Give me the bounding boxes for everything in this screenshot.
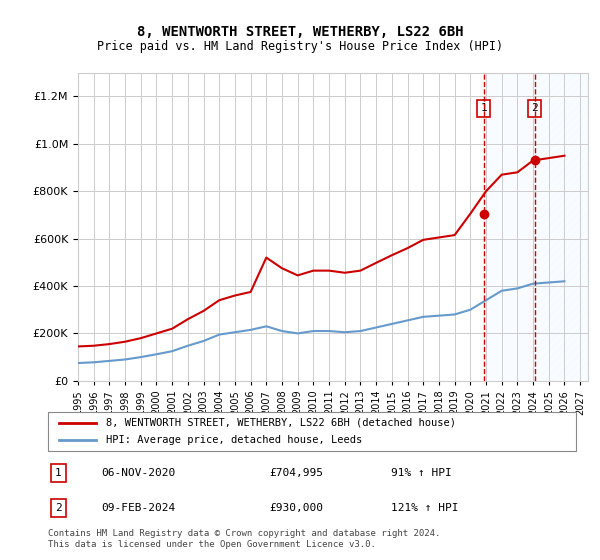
Text: £704,995: £704,995 (270, 468, 324, 478)
Text: 1: 1 (480, 104, 487, 113)
Bar (484, 73, 535, 381)
Text: 8, WENTWORTH STREET, WETHERBY, LS22 6BH (detached house): 8, WENTWORTH STREET, WETHERBY, LS22 6BH … (106, 418, 456, 428)
Text: 8, WENTWORTH STREET, WETHERBY, LS22 6BH: 8, WENTWORTH STREET, WETHERBY, LS22 6BH (137, 25, 463, 39)
Text: 06-NOV-2020: 06-NOV-2020 (101, 468, 175, 478)
Text: £930,000: £930,000 (270, 503, 324, 513)
Text: 1: 1 (55, 468, 62, 478)
Text: HPI: Average price, detached house, Leeds: HPI: Average price, detached house, Leed… (106, 435, 362, 445)
Text: Contains HM Land Registry data © Crown copyright and database right 2024.
This d: Contains HM Land Registry data © Crown c… (48, 529, 440, 549)
Text: 91% ↑ HPI: 91% ↑ HPI (391, 468, 452, 478)
Text: Price paid vs. HM Land Registry's House Price Index (HPI): Price paid vs. HM Land Registry's House … (97, 40, 503, 53)
Bar (535, 73, 588, 381)
Text: 09-FEB-2024: 09-FEB-2024 (101, 503, 175, 513)
Text: 2: 2 (55, 503, 62, 513)
Text: 2: 2 (531, 104, 538, 113)
FancyBboxPatch shape (48, 412, 576, 451)
Text: 121% ↑ HPI: 121% ↑ HPI (391, 503, 459, 513)
